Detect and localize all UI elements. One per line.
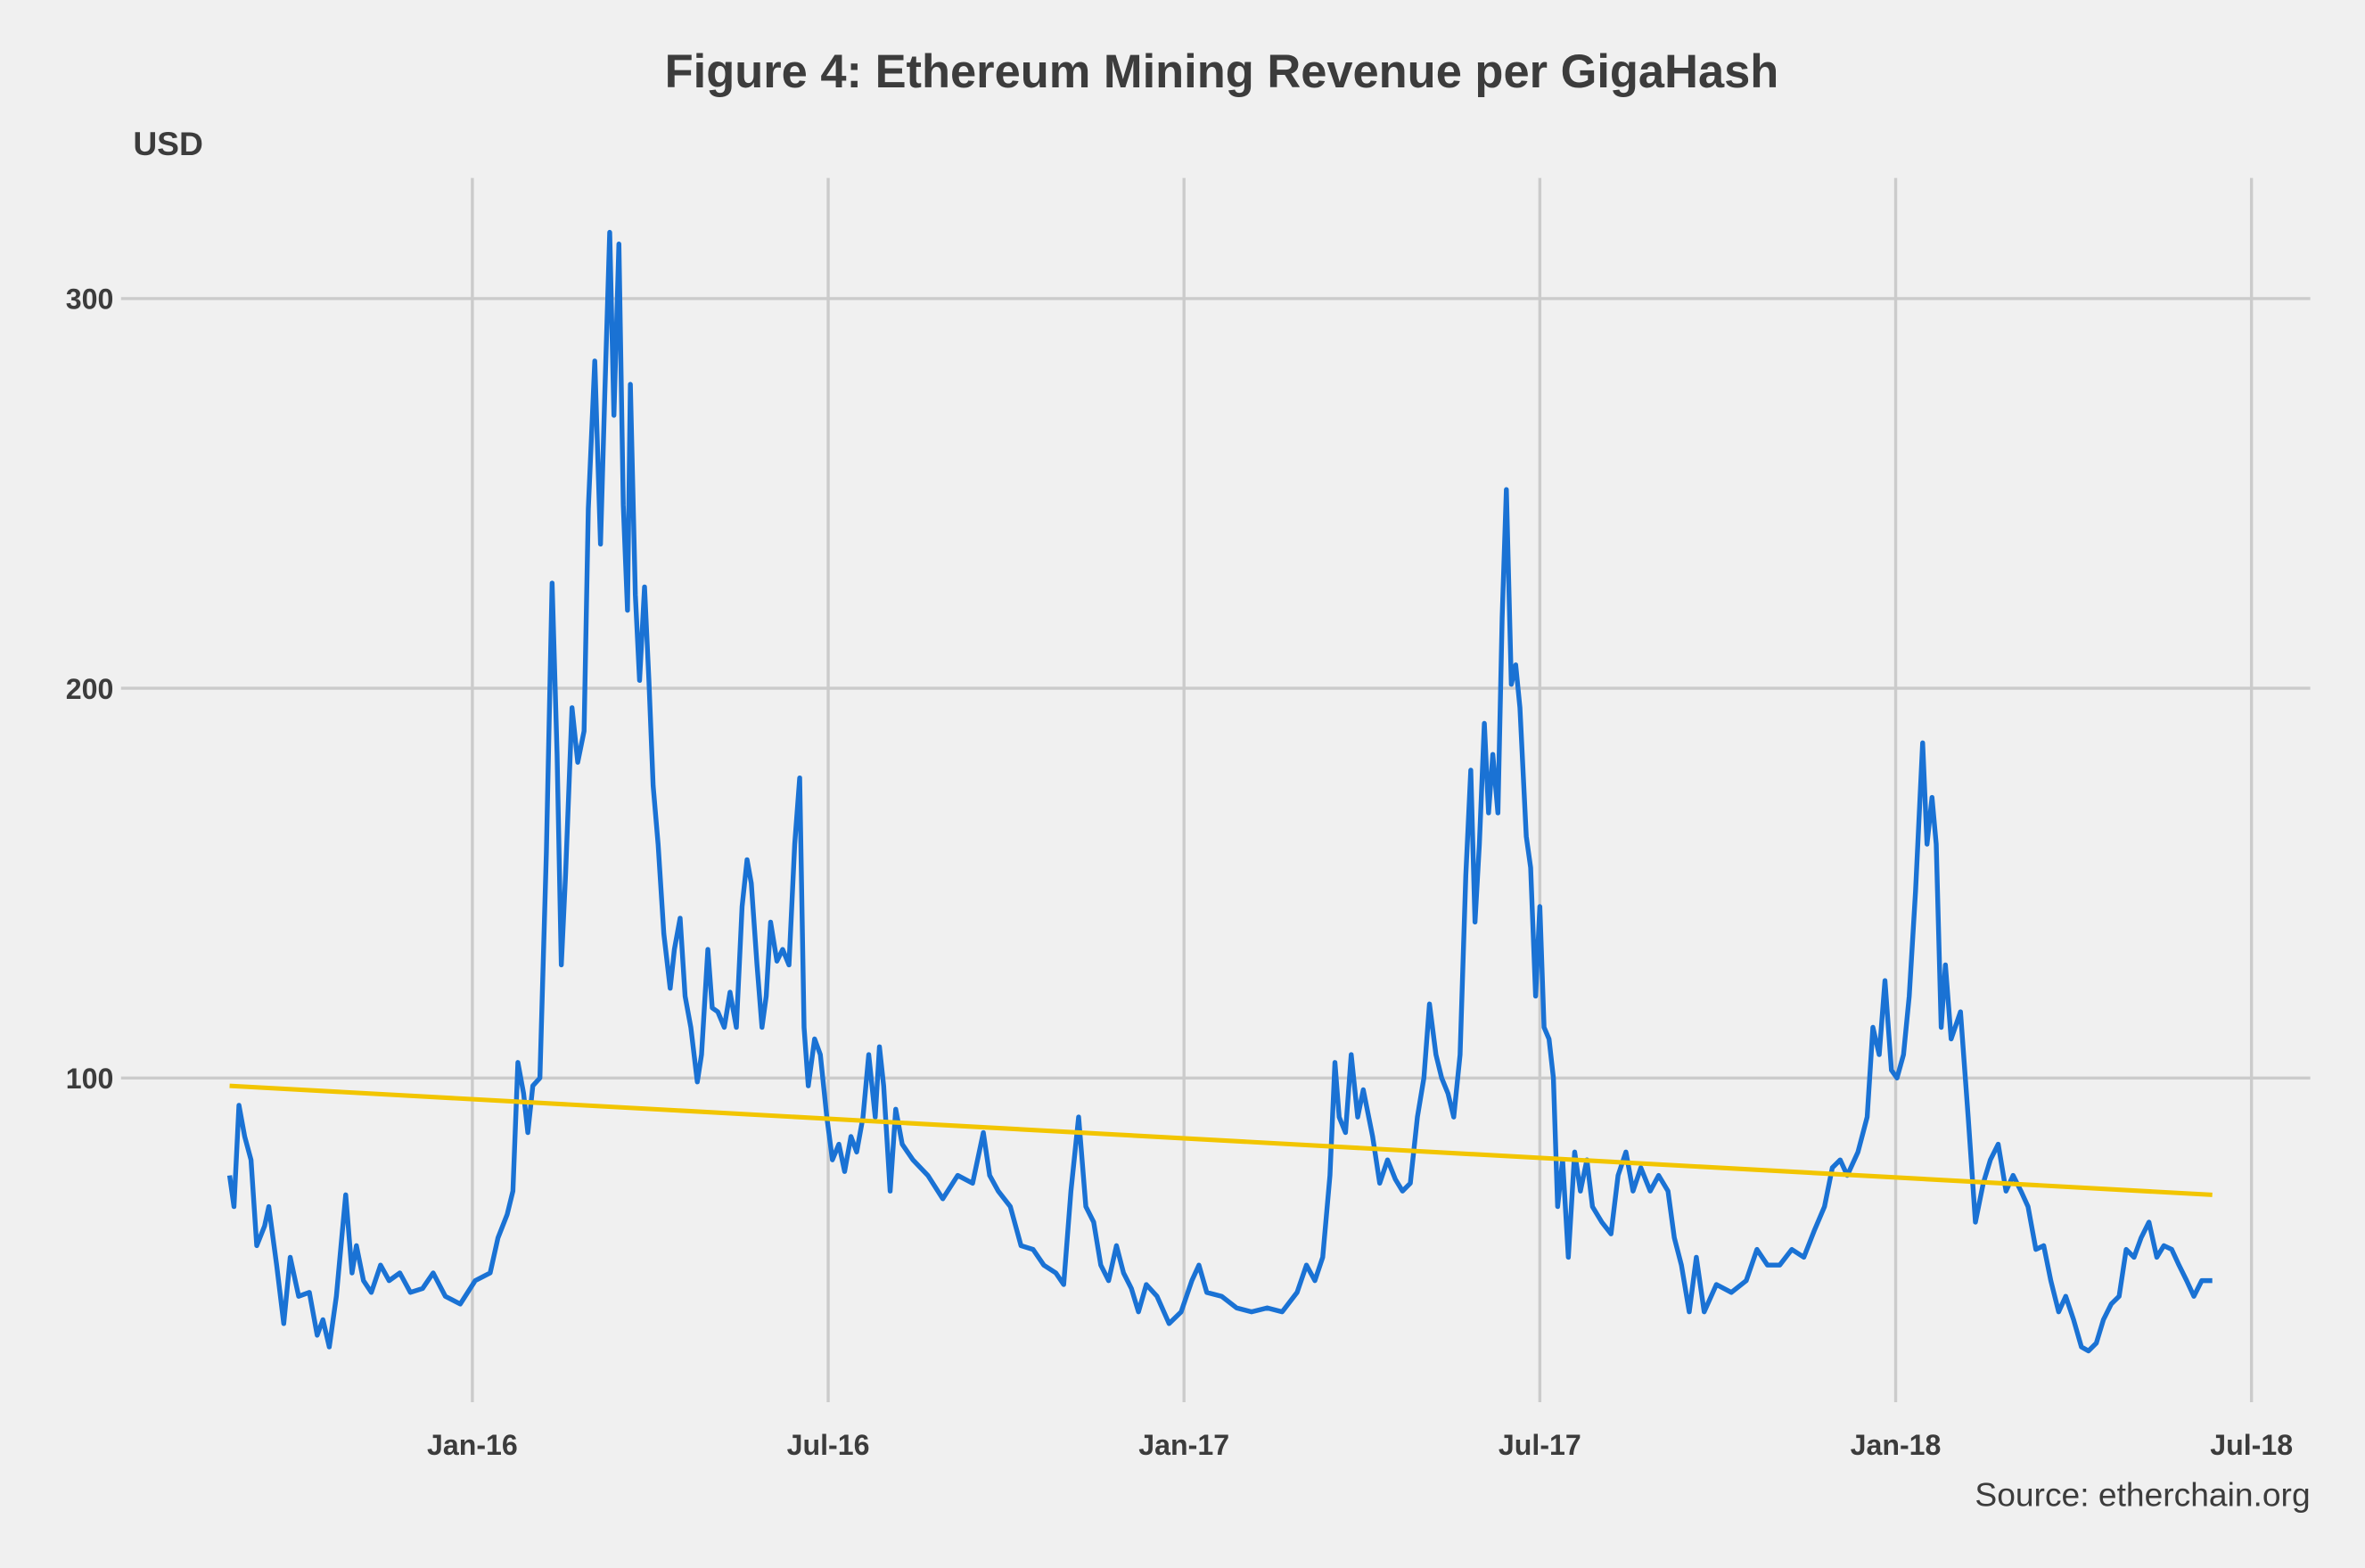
trend-line bbox=[229, 1083, 2213, 1197]
y-tick-label: 100 bbox=[66, 1063, 114, 1095]
source-note: Source: etherchain.org bbox=[1975, 1476, 2310, 1514]
y-tick-label: 200 bbox=[66, 673, 114, 705]
x-tick-label: Jan-17 bbox=[1138, 1429, 1229, 1461]
x-tick-label: Jan-18 bbox=[1851, 1429, 1942, 1461]
x-tick-label: Jan-16 bbox=[427, 1429, 518, 1461]
y-axis-label: USD bbox=[133, 125, 203, 162]
y-tick-label: 300 bbox=[66, 283, 114, 316]
series-lines bbox=[226, 229, 2213, 1354]
tick-labels: 100 200 300 Jan-16 Jul-16 Jan-17 Jul-17 Jan-18 J… bbox=[66, 283, 2293, 1461]
x-tick-label: Jul-18 bbox=[2210, 1429, 2293, 1461]
x-tick-label: Jul-17 bbox=[1499, 1429, 1581, 1461]
series-line-revenue bbox=[226, 229, 2213, 1354]
x-tick-label: Jul-16 bbox=[787, 1429, 870, 1461]
gridlines bbox=[120, 177, 2311, 1402]
chart-title: Figure 4: Ethereum Mining Revenue per Gi… bbox=[665, 46, 1779, 98]
